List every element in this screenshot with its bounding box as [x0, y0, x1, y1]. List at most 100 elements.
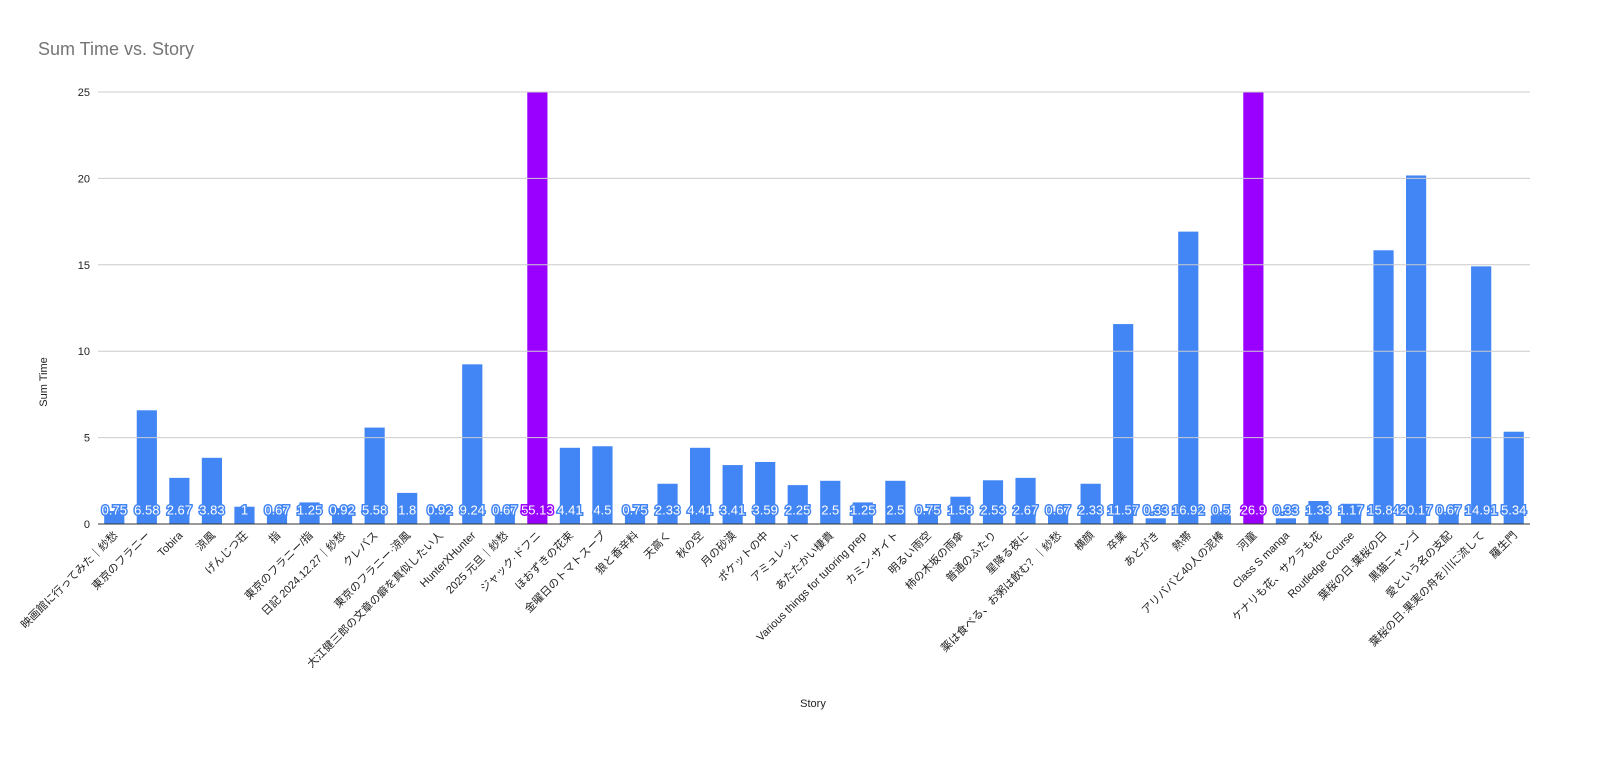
data-label: 0.33	[1273, 502, 1298, 517]
x-tick-label: 秋の空	[673, 528, 706, 561]
data-label: 5.34	[1501, 502, 1526, 517]
data-label: 1.17	[1338, 502, 1363, 517]
bar	[592, 446, 613, 524]
bar	[136, 410, 157, 524]
data-label: 4.41	[557, 502, 582, 517]
data-label: 5.58	[362, 502, 387, 517]
data-label: 0.67	[492, 502, 517, 517]
data-label: 2.33	[655, 502, 680, 517]
bar	[1438, 512, 1459, 524]
bars	[104, 92, 1524, 525]
data-label: 16.92	[1172, 502, 1205, 517]
x-tick-label: 熱帯	[1170, 529, 1195, 554]
data-label: 15.84	[1367, 502, 1400, 517]
bar	[397, 492, 418, 524]
data-label: 2.53	[980, 502, 1005, 517]
bar	[429, 508, 450, 524]
x-axis-title: Story	[800, 698, 826, 710]
bar	[1340, 503, 1362, 524]
data-label: 3.41	[720, 502, 745, 517]
x-tick-label: 東京のフラニー	[89, 528, 153, 592]
data-label: 14.91	[1465, 502, 1498, 517]
data-label: 0.67	[1045, 502, 1070, 517]
bar	[1145, 518, 1166, 524]
bar	[1178, 231, 1199, 524]
x-tick-label: 河童	[1234, 528, 1259, 553]
data-label: 1.58	[948, 502, 973, 517]
data-label: 2.67	[1013, 502, 1038, 517]
x-tick-label: 涼風	[193, 528, 218, 553]
data-label: 2.25	[785, 502, 810, 517]
x-tick-label: 葉桜の日·果実の舟を川に流して	[1366, 528, 1487, 649]
bar	[657, 483, 678, 524]
data-label: 11.57	[1107, 502, 1139, 517]
bar	[201, 457, 222, 524]
y-axis-title: Sum Time	[38, 357, 50, 407]
bar	[690, 447, 711, 524]
data-label: 3.59	[753, 502, 778, 517]
bar	[1080, 483, 1101, 524]
bar	[917, 511, 938, 524]
bar	[494, 512, 515, 524]
chart-title: Sum Time vs. Story	[38, 39, 194, 59]
y-tick-label: 10	[78, 346, 90, 358]
x-tick-label: 天高く	[640, 528, 673, 561]
bar	[1503, 431, 1524, 524]
data-label: 0.67	[264, 502, 289, 517]
data-label: 3.83	[199, 502, 224, 517]
data-label: 0.75	[102, 502, 127, 517]
bar	[169, 477, 190, 524]
bar	[1373, 250, 1394, 525]
bar	[755, 461, 776, 524]
bar	[332, 508, 353, 524]
x-tick-label: ジャック·ドフニ	[478, 529, 544, 595]
x-tick-label: Class S manga	[1231, 529, 1293, 591]
bar	[1308, 501, 1329, 524]
bar	[1406, 175, 1427, 524]
x-tick-label: あとがき	[1121, 528, 1162, 569]
bar	[1048, 512, 1069, 524]
x-tick-label: 横顔	[1071, 528, 1096, 553]
y-tick-label: 0	[84, 519, 90, 531]
bar	[104, 511, 125, 524]
x-tick-label: 柿の木坂の雨傘	[902, 528, 966, 592]
data-label: 4.41	[687, 502, 712, 517]
x-tick-label: ほおずきの花束	[512, 529, 576, 593]
data-label: 4.5	[593, 502, 611, 517]
data-label: 0.92	[329, 502, 354, 517]
bar	[462, 364, 483, 524]
data-label: 2.5	[886, 502, 904, 517]
data-label: 1	[241, 502, 248, 517]
bar	[299, 502, 320, 524]
bar	[982, 480, 1004, 524]
data-label: 26.9	[1241, 502, 1266, 517]
data-label: 1.33	[1306, 502, 1331, 517]
y-tick-label: 25	[78, 87, 90, 99]
bar	[559, 447, 580, 524]
y-tick-label: 20	[78, 173, 90, 185]
bar	[1275, 518, 1296, 524]
x-tick-label: 羅生門	[1487, 528, 1520, 561]
data-label: 0.33	[1143, 502, 1168, 517]
data-label: 1.25	[297, 502, 322, 517]
bar	[1113, 324, 1134, 524]
y-tick-label: 15	[78, 260, 90, 272]
x-tick-label: あたたかい棲貴	[772, 528, 836, 592]
bar	[787, 485, 808, 524]
data-label: 2.67	[167, 502, 192, 517]
data-label: 2.5	[821, 502, 839, 517]
data-label: 0.5	[1212, 502, 1230, 517]
data-label: 0.67	[1436, 502, 1461, 517]
data-label: 9.24	[460, 502, 485, 517]
bar	[1243, 92, 1264, 524]
data-label: 2.33	[1078, 502, 1103, 517]
bar	[364, 427, 385, 524]
bar	[722, 465, 743, 524]
bar	[852, 502, 873, 524]
data-label: 1.25	[850, 502, 875, 517]
x-tick-label: 卒業	[1104, 528, 1129, 553]
data-label: 6.58	[134, 502, 159, 517]
data-label: 0.75	[622, 502, 647, 517]
bar	[624, 511, 646, 524]
y-tick-label: 5	[84, 433, 90, 445]
